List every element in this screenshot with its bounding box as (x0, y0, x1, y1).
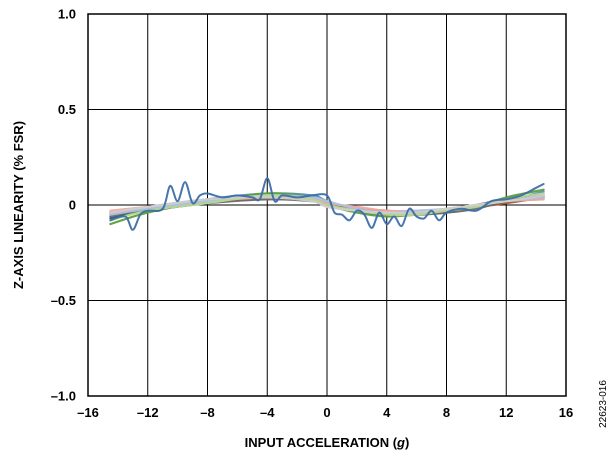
x-tick-labels: –16 –12 –8 –4 0 4 8 12 16 (77, 405, 573, 420)
x-tick-label: 16 (559, 405, 573, 420)
x-tick-label: –12 (137, 405, 159, 420)
y-tick-label: 1.0 (58, 7, 76, 22)
series-line (109, 177, 545, 231)
x-tick-label: 12 (499, 405, 513, 420)
y-axis-label: Z-AXIS LINEARITY (% FSR) (11, 121, 26, 289)
y-tick-labels: –1.0 –0.5 0 0.5 1.0 (51, 7, 76, 404)
plot-frame (87, 13, 567, 397)
x-axis-label: INPUT ACCELERATION (g) (245, 435, 410, 450)
x-tick-label: –16 (77, 405, 99, 420)
y-tick-label: –0.5 (51, 293, 76, 308)
y-tick-label: 0 (69, 198, 76, 213)
x-tick-label: 4 (383, 405, 391, 420)
x-tick-label: 0 (323, 405, 330, 420)
data-series (109, 177, 545, 231)
figure-id: 22623-016 (598, 380, 609, 428)
y-tick-label: 0.5 (58, 102, 76, 117)
x-tick-label: 8 (443, 405, 450, 420)
y-tick-label: –1.0 (51, 389, 76, 404)
x-tick-label: –4 (260, 405, 275, 420)
x-tick-label: –8 (200, 405, 214, 420)
